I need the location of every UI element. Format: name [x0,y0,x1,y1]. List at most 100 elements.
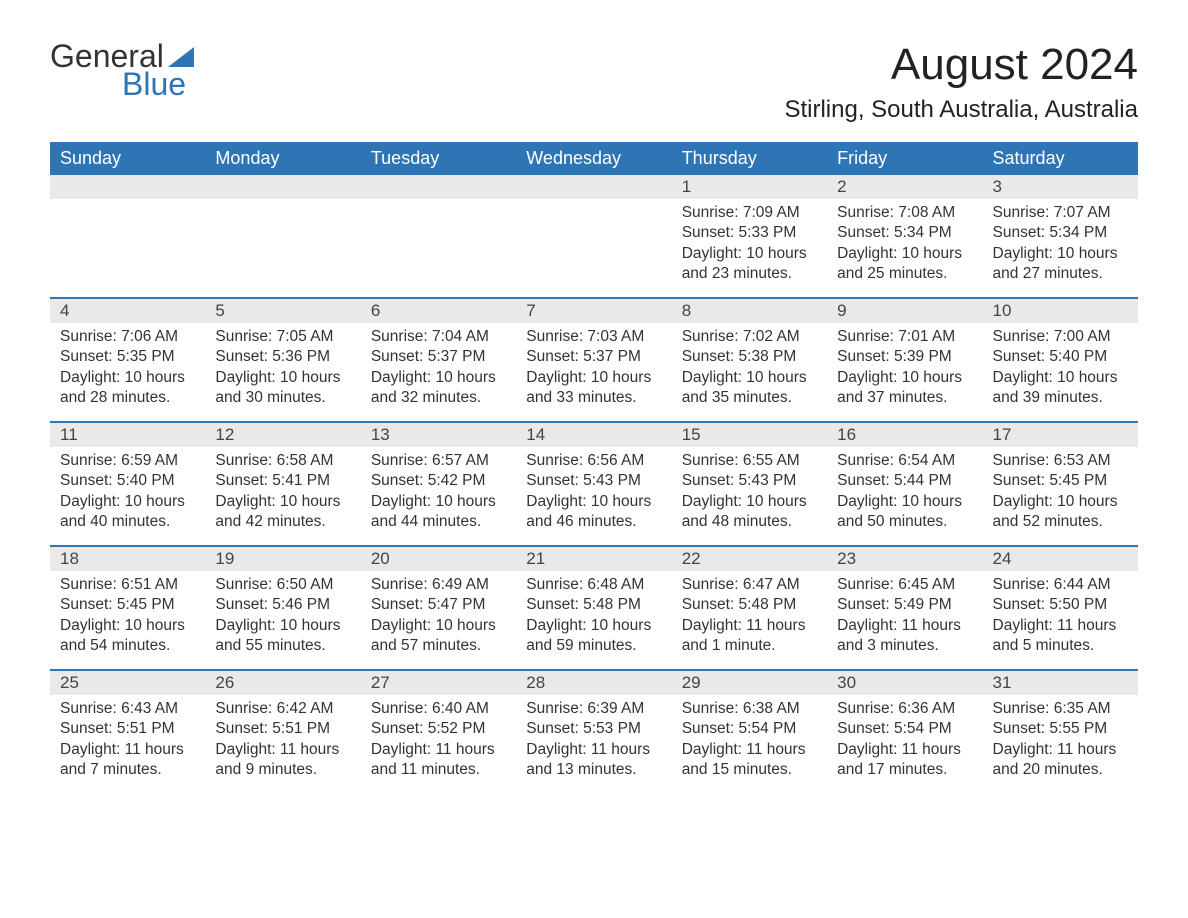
daylight1-text: Daylight: 10 hours [993,244,1128,264]
sunrise-text: Sunrise: 6:43 AM [60,699,195,719]
week-row: 1Sunrise: 7:09 AMSunset: 5:33 PMDaylight… [50,175,1138,297]
sunset-text: Sunset: 5:45 PM [60,595,195,615]
daylight1-text: Daylight: 10 hours [60,368,195,388]
day-body: Sunrise: 7:03 AMSunset: 5:37 PMDaylight:… [516,323,671,417]
sunset-text: Sunset: 5:54 PM [682,719,817,739]
daylight2-text: and 42 minutes. [215,512,350,532]
day-body: Sunrise: 6:40 AMSunset: 5:52 PMDaylight:… [361,695,516,789]
sunset-text: Sunset: 5:35 PM [60,347,195,367]
day-number: 31 [983,671,1138,695]
day-number: 14 [516,423,671,447]
day-number: 28 [516,671,671,695]
daylight2-text: and 59 minutes. [526,636,661,656]
day-header-row: SundayMondayTuesdayWednesdayThursdayFrid… [50,142,1138,175]
header: General Blue August 2024 Stirling, South… [50,40,1138,124]
day-cell: 28Sunrise: 6:39 AMSunset: 5:53 PMDayligh… [516,671,671,793]
daylight1-text: Daylight: 10 hours [837,368,972,388]
day-body: Sunrise: 7:01 AMSunset: 5:39 PMDaylight:… [827,323,982,417]
sunset-text: Sunset: 5:38 PM [682,347,817,367]
sunset-text: Sunset: 5:44 PM [837,471,972,491]
day-cell: 21Sunrise: 6:48 AMSunset: 5:48 PMDayligh… [516,547,671,669]
daylight2-text: and 27 minutes. [993,264,1128,284]
day-number: 22 [672,547,827,571]
day-body: Sunrise: 7:00 AMSunset: 5:40 PMDaylight:… [983,323,1138,417]
sunset-text: Sunset: 5:47 PM [371,595,506,615]
day-cell: 8Sunrise: 7:02 AMSunset: 5:38 PMDaylight… [672,299,827,421]
day-body: Sunrise: 7:04 AMSunset: 5:37 PMDaylight:… [361,323,516,417]
sunrise-text: Sunrise: 7:01 AM [837,327,972,347]
day-body: Sunrise: 6:49 AMSunset: 5:47 PMDaylight:… [361,571,516,665]
sunset-text: Sunset: 5:50 PM [993,595,1128,615]
daylight1-text: Daylight: 11 hours [60,740,195,760]
sunset-text: Sunset: 5:51 PM [60,719,195,739]
daylight2-text: and 39 minutes. [993,388,1128,408]
sunset-text: Sunset: 5:55 PM [993,719,1128,739]
day-number: 20 [361,547,516,571]
day-cell: 4Sunrise: 7:06 AMSunset: 5:35 PMDaylight… [50,299,205,421]
sunrise-text: Sunrise: 7:07 AM [993,203,1128,223]
sunrise-text: Sunrise: 6:38 AM [682,699,817,719]
day-body: Sunrise: 6:54 AMSunset: 5:44 PMDaylight:… [827,447,982,541]
daylight1-text: Daylight: 10 hours [215,616,350,636]
day-number: 23 [827,547,982,571]
day-body: Sunrise: 6:58 AMSunset: 5:41 PMDaylight:… [205,447,360,541]
daylight1-text: Daylight: 11 hours [682,616,817,636]
daylight1-text: Daylight: 10 hours [371,368,506,388]
sunrise-text: Sunrise: 6:47 AM [682,575,817,595]
week-row: 11Sunrise: 6:59 AMSunset: 5:40 PMDayligh… [50,421,1138,545]
daylight1-text: Daylight: 10 hours [682,492,817,512]
day-body: Sunrise: 7:02 AMSunset: 5:38 PMDaylight:… [672,323,827,417]
day-cell: 2Sunrise: 7:08 AMSunset: 5:34 PMDaylight… [827,175,982,297]
day-body: Sunrise: 6:35 AMSunset: 5:55 PMDaylight:… [983,695,1138,789]
daylight2-text: and 23 minutes. [682,264,817,284]
day-number: 4 [50,299,205,323]
day-body: Sunrise: 7:06 AMSunset: 5:35 PMDaylight:… [50,323,205,417]
day-body: Sunrise: 6:53 AMSunset: 5:45 PMDaylight:… [983,447,1138,541]
day-number: 12 [205,423,360,447]
day-body: Sunrise: 6:59 AMSunset: 5:40 PMDaylight:… [50,447,205,541]
daylight1-text: Daylight: 10 hours [526,492,661,512]
day-number [50,175,205,199]
sunrise-text: Sunrise: 6:48 AM [526,575,661,595]
daylight2-text: and 15 minutes. [682,760,817,780]
sunrise-text: Sunrise: 6:57 AM [371,451,506,471]
day-body: Sunrise: 6:45 AMSunset: 5:49 PMDaylight:… [827,571,982,665]
day-cell: 10Sunrise: 7:00 AMSunset: 5:40 PMDayligh… [983,299,1138,421]
day-cell: 15Sunrise: 6:55 AMSunset: 5:43 PMDayligh… [672,423,827,545]
sunset-text: Sunset: 5:43 PM [682,471,817,491]
daylight2-text: and 25 minutes. [837,264,972,284]
sunset-text: Sunset: 5:43 PM [526,471,661,491]
day-body: Sunrise: 7:07 AMSunset: 5:34 PMDaylight:… [983,199,1138,293]
day-body: Sunrise: 6:43 AMSunset: 5:51 PMDaylight:… [50,695,205,789]
sunset-text: Sunset: 5:41 PM [215,471,350,491]
day-number: 24 [983,547,1138,571]
day-cell: 12Sunrise: 6:58 AMSunset: 5:41 PMDayligh… [205,423,360,545]
day-cell: 13Sunrise: 6:57 AMSunset: 5:42 PMDayligh… [361,423,516,545]
daylight1-text: Daylight: 10 hours [60,492,195,512]
day-number [361,175,516,199]
sunset-text: Sunset: 5:33 PM [682,223,817,243]
day-number: 16 [827,423,982,447]
day-number: 27 [361,671,516,695]
day-header: Tuesday [361,142,516,175]
sunrise-text: Sunrise: 6:45 AM [837,575,972,595]
sunrise-text: Sunrise: 6:42 AM [215,699,350,719]
sunset-text: Sunset: 5:40 PM [60,471,195,491]
day-number: 11 [50,423,205,447]
daylight2-text: and 54 minutes. [60,636,195,656]
day-cell: 27Sunrise: 6:40 AMSunset: 5:52 PMDayligh… [361,671,516,793]
sail-icon [168,40,194,60]
sunrise-text: Sunrise: 7:03 AM [526,327,661,347]
daylight1-text: Daylight: 10 hours [993,368,1128,388]
daylight2-text: and 37 minutes. [837,388,972,408]
day-cell [50,175,205,297]
sunrise-text: Sunrise: 7:00 AM [993,327,1128,347]
day-cell: 14Sunrise: 6:56 AMSunset: 5:43 PMDayligh… [516,423,671,545]
daylight1-text: Daylight: 11 hours [993,616,1128,636]
day-number [205,175,360,199]
daylight1-text: Daylight: 11 hours [837,616,972,636]
day-body: Sunrise: 6:44 AMSunset: 5:50 PMDaylight:… [983,571,1138,665]
logo-word-2: Blue [122,68,194,100]
weeks-container: 1Sunrise: 7:09 AMSunset: 5:33 PMDaylight… [50,175,1138,793]
day-body: Sunrise: 6:57 AMSunset: 5:42 PMDaylight:… [361,447,516,541]
